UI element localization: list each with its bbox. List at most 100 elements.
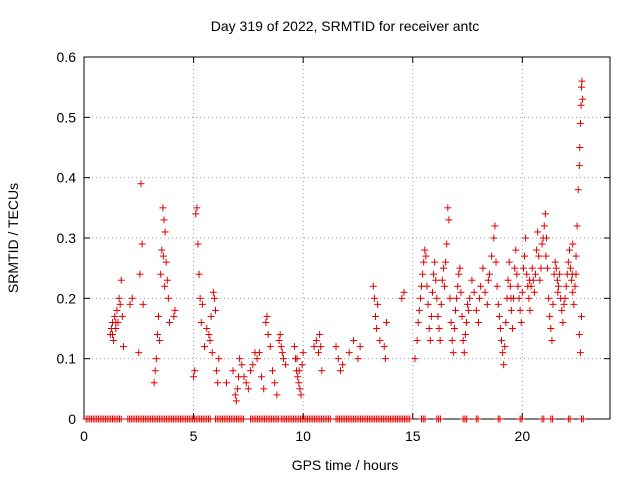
data-point: [507, 294, 515, 302]
y-tick-label: 0.1: [57, 351, 77, 367]
data-point: [296, 385, 304, 393]
data-point: [523, 270, 531, 278]
data-point: [420, 258, 428, 266]
data-point: [115, 294, 123, 302]
data-point: [504, 276, 512, 284]
data-point: [565, 246, 573, 254]
data-point: [242, 379, 250, 387]
data-point: [336, 367, 344, 375]
data-point: [460, 349, 468, 357]
data-point: [195, 270, 203, 278]
data-point: [298, 361, 306, 369]
data-point: [152, 355, 160, 363]
data-point: [519, 264, 527, 272]
data-point: [479, 264, 487, 272]
data-point: [116, 300, 124, 308]
data-point: [490, 234, 498, 242]
data-point: [506, 282, 514, 290]
data-point: [526, 276, 534, 284]
data-point: [450, 325, 458, 332]
data-point: [277, 343, 285, 351]
data-point: [263, 312, 271, 320]
data-point: [558, 306, 566, 314]
data-point: [477, 282, 485, 290]
data-point: [236, 355, 244, 363]
data-point: [554, 282, 562, 290]
data-point: [578, 83, 586, 91]
data-point: [271, 379, 279, 387]
data-point: [499, 349, 507, 357]
data-point: [496, 325, 504, 332]
data-point: [442, 258, 450, 266]
data-point: [575, 162, 583, 170]
data-point: [398, 294, 406, 302]
data-point: [264, 331, 272, 339]
data-point: [247, 367, 255, 375]
chart-title: Day 319 of 2022, SRMTID for receiver ant…: [211, 18, 479, 34]
data-point: [244, 385, 252, 393]
data-point: [498, 337, 506, 345]
data-point: [318, 367, 326, 375]
data-point: [240, 415, 248, 423]
data-point: [560, 300, 568, 308]
data-point: [518, 415, 526, 423]
data-point: [576, 349, 584, 357]
data-point: [369, 282, 377, 290]
data-point: [150, 379, 158, 387]
y-tick-label: 0.3: [57, 230, 77, 246]
data-point: [233, 385, 241, 393]
x-axis-label: GPS time / hours: [292, 457, 399, 473]
data-point: [515, 294, 523, 302]
data-point: [546, 312, 554, 320]
data-point: [170, 312, 178, 320]
data-point: [457, 288, 465, 296]
data-point: [312, 337, 320, 345]
data-point: [345, 349, 353, 357]
data-point: [262, 318, 270, 326]
x-tick-label: 15: [405, 428, 421, 444]
data-point: [556, 270, 564, 278]
data-point: [382, 318, 390, 326]
data-point: [538, 240, 546, 248]
data-point: [201, 343, 209, 351]
data-point: [380, 343, 388, 351]
data-point: [459, 337, 467, 345]
data-point: [157, 270, 165, 278]
data-point: [465, 306, 473, 314]
data-point: [470, 288, 478, 296]
data-point: [156, 337, 164, 345]
data-point: [297, 391, 305, 399]
data-point: [126, 300, 134, 308]
data-point: [268, 367, 276, 375]
data-point: [158, 246, 166, 254]
data-point: [332, 343, 340, 351]
data-point: [208, 349, 216, 357]
data-point: [206, 337, 214, 345]
data-point: [406, 415, 414, 423]
data-point: [579, 95, 587, 103]
data-point: [203, 325, 211, 332]
data-point: [534, 228, 542, 236]
data-point: [197, 318, 205, 326]
data-point: [576, 119, 584, 127]
data-point: [551, 258, 559, 266]
data-point: [293, 355, 301, 363]
data-point: [279, 355, 287, 363]
data-point: [463, 415, 471, 423]
data-point: [231, 391, 239, 399]
data-point: [299, 349, 307, 357]
data-point: [451, 306, 459, 314]
data-point: [514, 282, 522, 290]
data-point: [159, 252, 167, 260]
data-point: [448, 337, 456, 345]
data-point: [541, 210, 549, 218]
data-point: [446, 294, 454, 302]
data-point: [438, 276, 446, 284]
data-point: [445, 216, 453, 224]
data-point: [339, 361, 347, 369]
data-point: [436, 337, 444, 345]
data-point: [493, 282, 501, 290]
data-point: [411, 355, 419, 363]
data-point: [439, 264, 447, 272]
x-tick-label: 5: [190, 428, 198, 444]
